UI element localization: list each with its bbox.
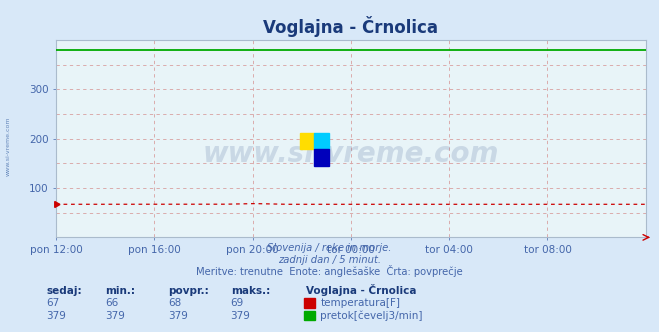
Title: Voglajna - Črnolica: Voglajna - Črnolica xyxy=(264,16,438,37)
Text: min.:: min.: xyxy=(105,286,136,296)
Text: pretok[čevelj3/min]: pretok[čevelj3/min] xyxy=(320,310,423,321)
Text: www.si-vreme.com: www.si-vreme.com xyxy=(203,140,499,168)
Text: 66: 66 xyxy=(105,298,119,308)
Text: 68: 68 xyxy=(168,298,181,308)
Text: povpr.:: povpr.: xyxy=(168,286,209,296)
Text: temperatura[F]: temperatura[F] xyxy=(320,298,400,308)
Text: 69: 69 xyxy=(231,298,244,308)
Text: Meritve: trenutne  Enote: anglešaške  Črta: povprečje: Meritve: trenutne Enote: anglešaške Črta… xyxy=(196,265,463,277)
Text: zadnji dan / 5 minut.: zadnji dan / 5 minut. xyxy=(278,255,381,265)
Text: 379: 379 xyxy=(168,311,188,321)
Text: 67: 67 xyxy=(46,298,59,308)
Text: Slovenija / reke in morje.: Slovenija / reke in morje. xyxy=(268,243,391,253)
Text: 379: 379 xyxy=(46,311,66,321)
Text: sedaj:: sedaj: xyxy=(46,286,82,296)
Text: maks.:: maks.: xyxy=(231,286,270,296)
Text: Voglajna - Črnolica: Voglajna - Črnolica xyxy=(306,284,417,296)
Text: www.si-vreme.com: www.si-vreme.com xyxy=(5,116,11,176)
Text: 379: 379 xyxy=(231,311,250,321)
Text: 379: 379 xyxy=(105,311,125,321)
